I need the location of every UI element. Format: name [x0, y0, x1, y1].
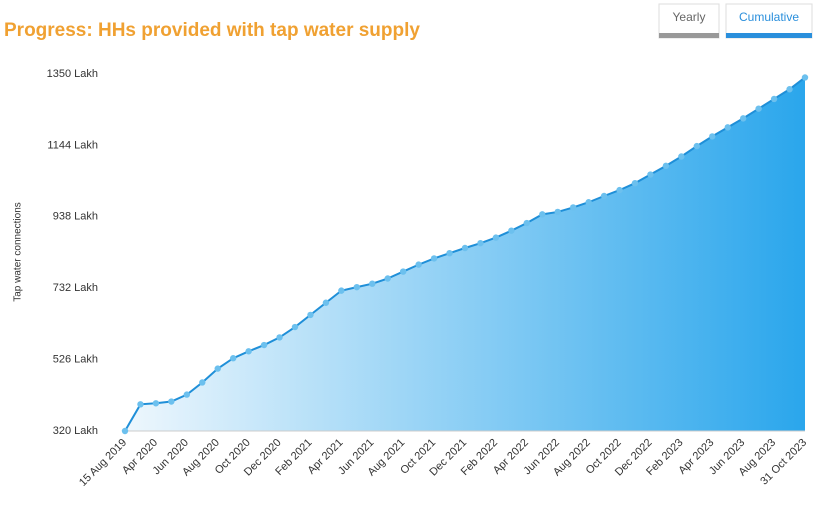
y-axis-label: Tap water connections — [13, 202, 24, 302]
marker — [430, 255, 438, 262]
y-tick-label: 938 Lakh — [53, 211, 98, 223]
button-box[interactable] — [725, 3, 813, 39]
marker — [121, 427, 129, 435]
marker — [168, 398, 175, 405]
marker — [569, 204, 577, 211]
marker — [709, 133, 716, 140]
button-underline — [726, 33, 812, 38]
marker — [508, 227, 515, 234]
marker — [554, 208, 561, 216]
marker — [229, 355, 237, 362]
marker — [755, 105, 762, 112]
marker — [739, 115, 747, 122]
marker — [446, 249, 453, 257]
marker — [260, 341, 268, 349]
chart-title: Progress: HHs provided with tap water su… — [4, 20, 420, 41]
y-tick-label: 732 Lakh — [53, 282, 98, 294]
marker — [399, 268, 407, 275]
y-tick-label: 526 Lakh — [53, 354, 98, 366]
marker — [152, 400, 160, 407]
marker — [678, 153, 685, 160]
x-tick-label: 15 Aug 2019 — [77, 437, 129, 489]
marker — [631, 179, 639, 187]
marker — [199, 379, 206, 386]
marker — [214, 365, 221, 372]
marker — [616, 186, 623, 194]
marker — [137, 401, 144, 408]
marker — [384, 275, 391, 282]
marker — [461, 244, 469, 252]
marker — [291, 323, 299, 331]
marker — [338, 287, 345, 294]
marker — [369, 280, 376, 287]
button-underline — [659, 33, 719, 38]
marker — [724, 124, 731, 131]
marker — [523, 219, 531, 227]
button-label[interactable]: Cumulative — [739, 10, 799, 24]
area — [125, 77, 805, 432]
marker — [693, 142, 701, 150]
button-label[interactable]: Yearly — [673, 10, 706, 24]
marker — [353, 283, 361, 291]
marker — [801, 74, 809, 81]
y-tick-label: 320 Lakh — [53, 425, 98, 437]
marker — [539, 211, 546, 218]
marker — [585, 199, 592, 206]
marker — [307, 311, 314, 319]
y-tick-label: 1350 Lakh — [47, 68, 98, 80]
marker — [276, 334, 283, 341]
marker — [477, 239, 484, 247]
yearly-button[interactable]: Yearly — [658, 3, 720, 39]
y-tick-label: 1144 Lakh — [47, 139, 98, 151]
marker — [600, 192, 608, 200]
marker — [662, 162, 670, 170]
marker — [183, 391, 191, 398]
marker — [770, 95, 778, 103]
marker — [786, 86, 793, 93]
button-box[interactable] — [658, 3, 720, 39]
marker — [415, 261, 422, 268]
marker — [647, 171, 654, 178]
cumulative-button[interactable]: Cumulative — [725, 3, 813, 39]
marker — [245, 348, 252, 355]
marker — [322, 299, 330, 306]
marker — [492, 234, 500, 241]
